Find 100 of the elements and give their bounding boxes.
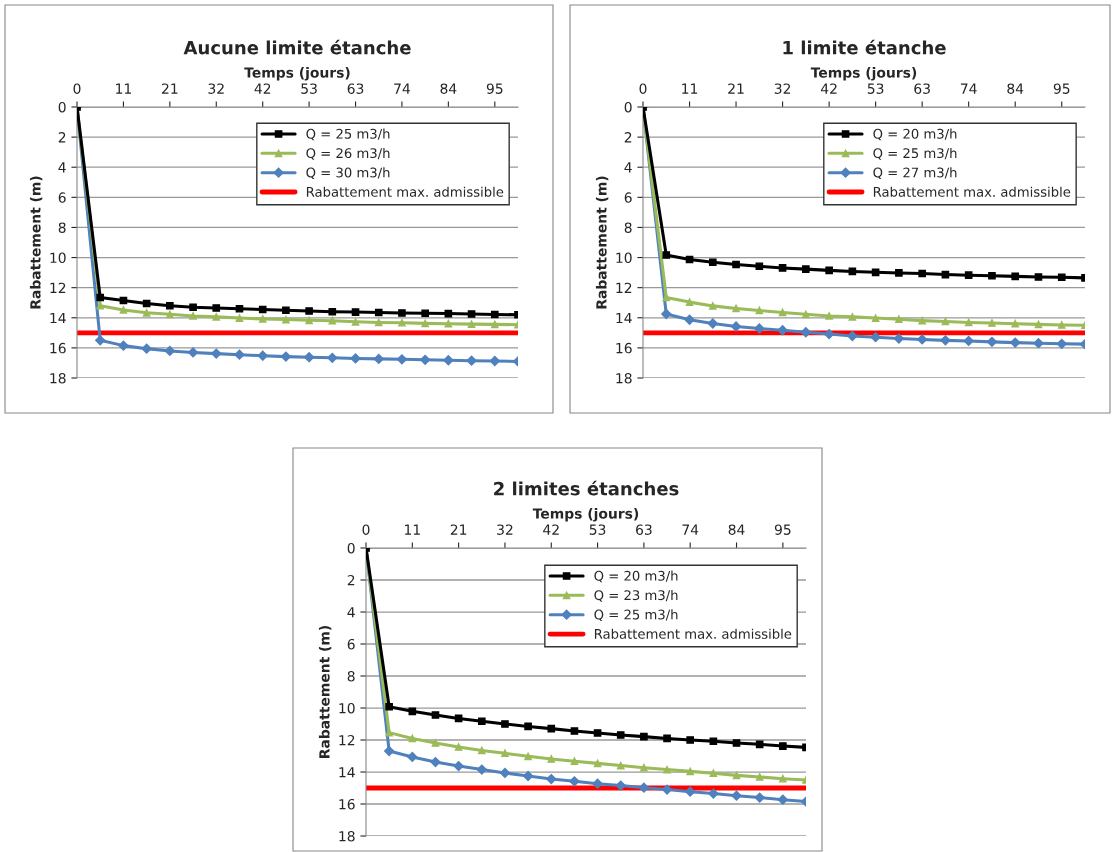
chart-title: Aucune limite étanche xyxy=(183,39,411,55)
point xyxy=(501,720,509,728)
point xyxy=(708,258,717,267)
point xyxy=(454,743,463,751)
point xyxy=(755,306,764,315)
point xyxy=(374,308,383,317)
x-tick-label: 21 xyxy=(162,83,178,94)
x-tick-label: 11 xyxy=(405,524,420,535)
point xyxy=(663,765,671,774)
point xyxy=(166,301,174,310)
point xyxy=(430,756,441,768)
y-tick-label: 8 xyxy=(624,222,632,233)
x-tick-label: 32 xyxy=(208,83,224,94)
x-axis-title: Temps (jours) xyxy=(810,67,917,81)
point xyxy=(407,751,418,763)
point xyxy=(640,763,648,772)
point xyxy=(385,702,393,711)
point xyxy=(778,308,787,317)
y-tick-label: 16 xyxy=(50,342,66,354)
point xyxy=(685,786,696,797)
y-tick-label: 12 xyxy=(339,734,355,746)
point xyxy=(258,315,267,323)
point xyxy=(119,306,128,314)
y-axis-title: Rabattement (m) xyxy=(318,625,332,758)
x-tick-label: 63 xyxy=(347,83,364,94)
point xyxy=(467,310,476,318)
point xyxy=(489,355,500,367)
point xyxy=(421,309,429,318)
point xyxy=(732,304,740,313)
point xyxy=(501,749,509,758)
point xyxy=(570,757,579,766)
point xyxy=(755,773,764,781)
point xyxy=(708,788,719,799)
point xyxy=(96,293,105,302)
point xyxy=(709,769,718,778)
point xyxy=(522,770,534,782)
point xyxy=(476,764,487,775)
point xyxy=(1057,321,1066,329)
point xyxy=(800,327,811,338)
point xyxy=(988,271,996,280)
x-axis-title: Temps (jours) xyxy=(244,67,350,81)
point xyxy=(351,308,360,316)
point xyxy=(918,316,926,325)
x-tick-label: 53 xyxy=(867,83,884,94)
point xyxy=(398,318,406,327)
x-tick-label: 95 xyxy=(774,524,791,535)
x-tick-label: 0 xyxy=(362,524,370,535)
legend-label: Q = 20 m3/h xyxy=(873,128,957,141)
point xyxy=(918,269,926,278)
point xyxy=(546,773,557,785)
point xyxy=(824,328,835,340)
point xyxy=(408,734,417,743)
x-tick-label: 74 xyxy=(682,524,699,535)
point xyxy=(327,352,338,363)
point xyxy=(303,352,315,363)
point xyxy=(754,323,765,334)
point xyxy=(1056,338,1067,349)
point xyxy=(802,310,810,319)
point xyxy=(988,319,996,327)
point xyxy=(685,298,694,306)
point xyxy=(616,761,625,770)
point xyxy=(662,293,671,302)
legend-label: Q = 20 m3/h xyxy=(594,570,678,583)
point xyxy=(777,325,788,336)
x-tick-label: 11 xyxy=(682,83,698,94)
point xyxy=(847,330,858,342)
point xyxy=(848,313,857,321)
point xyxy=(778,264,787,272)
point xyxy=(569,776,580,787)
point xyxy=(593,729,602,737)
x-tick-label: 42 xyxy=(254,83,271,94)
y-tick-label: 10 xyxy=(50,252,66,264)
point xyxy=(142,308,151,317)
y-tick-label: 14 xyxy=(339,767,355,778)
point xyxy=(570,727,579,735)
point xyxy=(708,302,717,310)
point xyxy=(282,306,290,315)
point xyxy=(490,310,499,319)
point xyxy=(640,732,648,741)
point xyxy=(187,347,199,358)
point xyxy=(258,305,267,314)
point xyxy=(373,353,384,364)
point xyxy=(871,314,880,322)
point xyxy=(95,335,106,346)
point xyxy=(802,265,810,273)
point xyxy=(444,319,453,328)
point xyxy=(663,734,671,743)
chart-title: 2 limites étanches xyxy=(494,480,679,496)
point xyxy=(466,355,477,366)
point xyxy=(467,320,476,328)
point xyxy=(166,310,174,319)
x-tick-label: 0 xyxy=(639,83,647,94)
point xyxy=(431,711,440,719)
legend-label: Q = 23 m3/h xyxy=(594,589,678,602)
point xyxy=(257,350,268,361)
point xyxy=(893,333,904,344)
point xyxy=(1010,337,1021,348)
x-tick-label: 11 xyxy=(116,83,131,94)
legend-label: Q = 25 m3/h xyxy=(873,147,957,160)
x-tick-label: 42 xyxy=(543,524,559,535)
